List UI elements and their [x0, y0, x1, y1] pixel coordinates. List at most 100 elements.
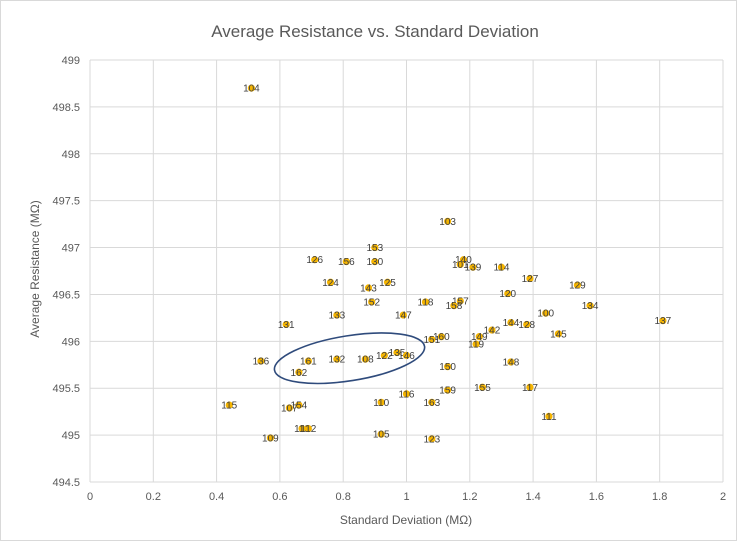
x-tick-label: 1.8: [652, 491, 667, 503]
point-label: 159: [439, 386, 456, 397]
data-point: 122: [376, 351, 393, 362]
point-label: 135: [389, 348, 406, 359]
point-label: 117: [522, 383, 538, 394]
data-point: 147: [395, 311, 412, 322]
point-marker: [361, 355, 369, 363]
data-point: 109: [262, 433, 279, 444]
point-label: 132: [329, 355, 346, 366]
point-marker: [326, 278, 335, 286]
data-point: 123: [423, 434, 440, 445]
point-label: 128: [518, 320, 535, 331]
point-marker: [444, 363, 452, 371]
data-point: 125: [379, 278, 396, 289]
data-point: 160: [433, 332, 450, 343]
point-label: 162: [291, 368, 308, 379]
y-axis-title: Average Resistance (MΩ): [28, 200, 42, 337]
point-marker: [295, 368, 303, 376]
x-tick-label: 0.2: [146, 491, 161, 503]
data-point: 131: [278, 320, 295, 331]
point-label: 122: [376, 351, 393, 362]
point-label: 111: [541, 412, 557, 423]
point-marker: [402, 390, 411, 398]
point-marker: [507, 358, 515, 366]
data-point: 103: [439, 217, 456, 228]
data-point: 143: [360, 283, 377, 294]
y-tick-label: 497.5: [52, 196, 80, 208]
point-marker: [266, 434, 275, 442]
point-marker: [371, 258, 379, 266]
point-marker: [333, 311, 341, 319]
data-point: 128: [518, 320, 535, 331]
point-label: 145: [550, 329, 567, 340]
data-point: 135: [389, 348, 406, 359]
data-point: 139: [465, 263, 482, 274]
point-label: 116: [399, 389, 415, 400]
point-marker: [444, 217, 452, 225]
point-label: 144: [503, 318, 520, 329]
data-point: 137: [655, 316, 672, 327]
point-label: 112: [300, 424, 316, 435]
data-point: 114: [493, 263, 509, 274]
data-point: 144: [503, 318, 520, 329]
point-marker: [450, 302, 458, 310]
point-marker: [368, 298, 376, 306]
point-label: 119: [468, 340, 484, 351]
data-point: 105: [373, 430, 390, 441]
point-label: 124: [322, 278, 339, 289]
data-point: 118: [418, 297, 434, 308]
data-point: 158: [446, 301, 463, 312]
point-label: 143: [360, 283, 377, 294]
point-marker: [456, 260, 464, 269]
annotation-layer: [273, 332, 426, 385]
data-point: 120: [499, 289, 516, 300]
point-marker: [371, 243, 379, 252]
data-point: 161: [300, 357, 317, 368]
y-tick-label: 498: [62, 149, 80, 161]
point-marker: [383, 278, 392, 286]
x-tick-label: 0.8: [336, 491, 351, 503]
point-marker: [437, 333, 445, 341]
point-label: 146: [398, 351, 415, 362]
point-label: 158: [446, 301, 463, 312]
data-point: 104: [243, 84, 260, 95]
data-point: 155: [474, 383, 491, 394]
data-point: 124: [322, 278, 339, 289]
point-marker: [523, 320, 531, 329]
point-marker: [504, 289, 512, 298]
point-marker: [304, 357, 312, 365]
data-point: 159: [439, 386, 456, 397]
point-marker: [507, 318, 515, 327]
y-tick-label: 496: [62, 336, 80, 348]
x-tick-label: 1: [403, 491, 409, 503]
data-point: 115: [221, 401, 237, 412]
point-label: 152: [363, 297, 380, 308]
point-marker: [659, 317, 667, 325]
data-point: 150: [439, 362, 456, 373]
point-label: 100: [537, 309, 554, 320]
point-marker: [475, 333, 483, 341]
point-label: 109: [262, 433, 279, 444]
point-label: 103: [439, 217, 456, 228]
point-label: 137: [655, 316, 672, 327]
point-marker: [377, 398, 385, 406]
data-point: 107: [281, 403, 298, 414]
point-marker: [456, 297, 464, 305]
point-marker: [554, 330, 563, 338]
y-tick-label: 497: [62, 243, 80, 255]
data-point: 153: [367, 243, 384, 254]
point-marker: [421, 298, 430, 306]
point-label: 163: [423, 398, 440, 409]
y-tick-label: 495: [62, 430, 80, 442]
point-label: 123: [423, 434, 440, 445]
point-label: 108: [357, 355, 374, 366]
data-point: 148: [503, 357, 520, 368]
axes: 0 0.2 0.4 0.6 0.8 1 1.2 1.4 1.6 1.8 2 494.5 495 495.5…: [52, 55, 726, 503]
point-marker: [472, 340, 480, 348]
data-point: 108: [357, 355, 374, 366]
data-point: 149: [471, 332, 488, 343]
data-point: 116: [399, 389, 415, 400]
point-marker: [380, 351, 388, 359]
point-marker: [428, 335, 436, 344]
